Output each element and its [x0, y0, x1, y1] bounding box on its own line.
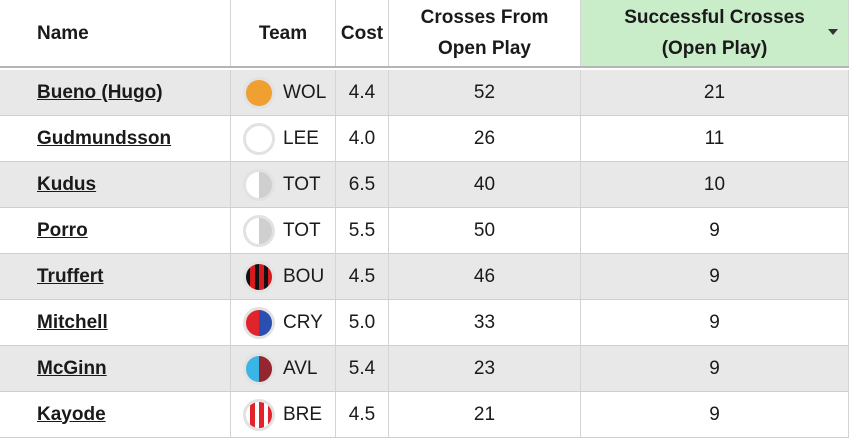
player-name-link[interactable]: Porro: [37, 219, 88, 241]
team-cell: TOT: [231, 208, 336, 253]
table-row: Porro TOT 5.5 50 9: [0, 208, 849, 254]
cost-cell: 5.0: [336, 300, 389, 345]
team-cell: TOT: [231, 162, 336, 207]
successful-crosses-cell: 10: [581, 162, 849, 207]
team-label: CRY: [283, 311, 323, 333]
player-name-cell: McGinn: [0, 346, 231, 391]
player-name-link[interactable]: Gudmundsson: [37, 127, 172, 149]
header-cost-label: Cost: [340, 22, 384, 44]
cost-cell: 5.5: [336, 208, 389, 253]
successful-crosses-cell: 9: [581, 254, 849, 299]
column-header-name[interactable]: Name: [0, 0, 231, 66]
table-row: McGinn AVL 5.4 23 9: [0, 346, 849, 392]
header-successful-line2: (Open Play): [661, 38, 768, 59]
table-row: Gudmundsson LEE 4.0 26 11: [0, 116, 849, 162]
header-crosses-line2: Open Play: [438, 38, 531, 59]
crosses-cell: 21: [389, 392, 581, 437]
brentford-red-white-stripes-icon: [243, 398, 275, 431]
player-name-cell: Porro: [0, 208, 231, 253]
team-cell: WOL: [231, 70, 336, 115]
header-name-label: Name: [37, 22, 89, 44]
team-label: TOT: [283, 219, 321, 241]
player-name-cell: Truffert: [0, 254, 231, 299]
team-cell: CRY: [231, 300, 336, 345]
header-crosses-label: Crosses From Open Play: [421, 2, 549, 64]
spurs-white-grey-icon: [243, 168, 275, 201]
player-name-cell: Bueno (Hugo): [0, 70, 231, 115]
column-header-cost[interactable]: Cost: [336, 0, 389, 66]
team-cell: BOU: [231, 254, 336, 299]
wolves-orange-icon: [243, 76, 275, 109]
header-successful-label: Successful Crosses (Open Play): [624, 2, 805, 64]
villa-claret-blue-icon: [243, 352, 275, 385]
player-name-link[interactable]: Kudus: [37, 173, 97, 195]
header-successful-line1: Successful Crosses: [624, 7, 805, 28]
player-name-cell: Gudmundsson: [0, 116, 231, 161]
cost-cell: 4.5: [336, 392, 389, 437]
table-row: Truffert BOU 4.5 46 9: [0, 254, 849, 300]
team-cell: LEE: [231, 116, 336, 161]
player-name-cell: Mitchell: [0, 300, 231, 345]
crosses-cell: 33: [389, 300, 581, 345]
successful-crosses-cell: 9: [581, 346, 849, 391]
crosses-cell: 50: [389, 208, 581, 253]
player-name-link[interactable]: Mitchell: [37, 311, 108, 333]
leeds-white-icon: [243, 122, 275, 155]
crosses-cell: 40: [389, 162, 581, 207]
player-name-link[interactable]: Bueno (Hugo): [37, 81, 163, 103]
crosses-cell: 23: [389, 346, 581, 391]
team-label: BRE: [283, 403, 323, 425]
team-label: TOT: [283, 173, 321, 195]
successful-crosses-cell: 9: [581, 208, 849, 253]
column-header-successful-crosses[interactable]: Successful Crosses (Open Play): [581, 0, 849, 66]
team-label: AVL: [283, 357, 318, 379]
player-name-link[interactable]: Kayode: [37, 403, 106, 425]
cost-cell: 5.4: [336, 346, 389, 391]
cost-cell: 4.4: [336, 70, 389, 115]
table-header: Name Team Cost Crosses From Open Play Su…: [0, 0, 849, 68]
column-header-crosses[interactable]: Crosses From Open Play: [389, 0, 581, 66]
table-body: Bueno (Hugo) WOL 4.4 52 21 Gudmundsson LEE 4.0 2…: [0, 70, 849, 438]
player-name-link[interactable]: Truffert: [37, 265, 104, 287]
team-label: WOL: [283, 81, 327, 103]
crosses-cell: 26: [389, 116, 581, 161]
crosses-cell: 46: [389, 254, 581, 299]
successful-crosses-cell: 11: [581, 116, 849, 161]
player-name-link[interactable]: McGinn: [37, 357, 107, 379]
successful-crosses-cell: 21: [581, 70, 849, 115]
bournemouth-red-black-stripes-icon: [243, 260, 275, 293]
table-row: Kayode BRE 4.5 21 9: [0, 392, 849, 438]
successful-crosses-cell: 9: [581, 392, 849, 437]
table-row: Bueno (Hugo) WOL 4.4 52 21: [0, 70, 849, 116]
cost-cell: 4.0: [336, 116, 389, 161]
palace-red-blue-icon: [243, 306, 275, 339]
table-row: Kudus TOT 6.5 40 10: [0, 162, 849, 208]
header-crosses-line1: Crosses From: [420, 7, 549, 28]
column-header-team[interactable]: Team: [231, 0, 336, 66]
player-name-cell: Kayode: [0, 392, 231, 437]
header-team-label: Team: [258, 22, 308, 44]
player-name-cell: Kudus: [0, 162, 231, 207]
team-label: BOU: [283, 265, 325, 287]
cost-cell: 4.5: [336, 254, 389, 299]
sort-descending-icon[interactable]: [828, 29, 838, 35]
team-cell: AVL: [231, 346, 336, 391]
successful-crosses-cell: 9: [581, 300, 849, 345]
cost-cell: 6.5: [336, 162, 389, 207]
spurs-white-grey-icon: [243, 214, 275, 247]
table-row: Mitchell CRY 5.0 33 9: [0, 300, 849, 346]
team-label: LEE: [283, 127, 319, 149]
team-cell: BRE: [231, 392, 336, 437]
crosses-cell: 52: [389, 70, 581, 115]
